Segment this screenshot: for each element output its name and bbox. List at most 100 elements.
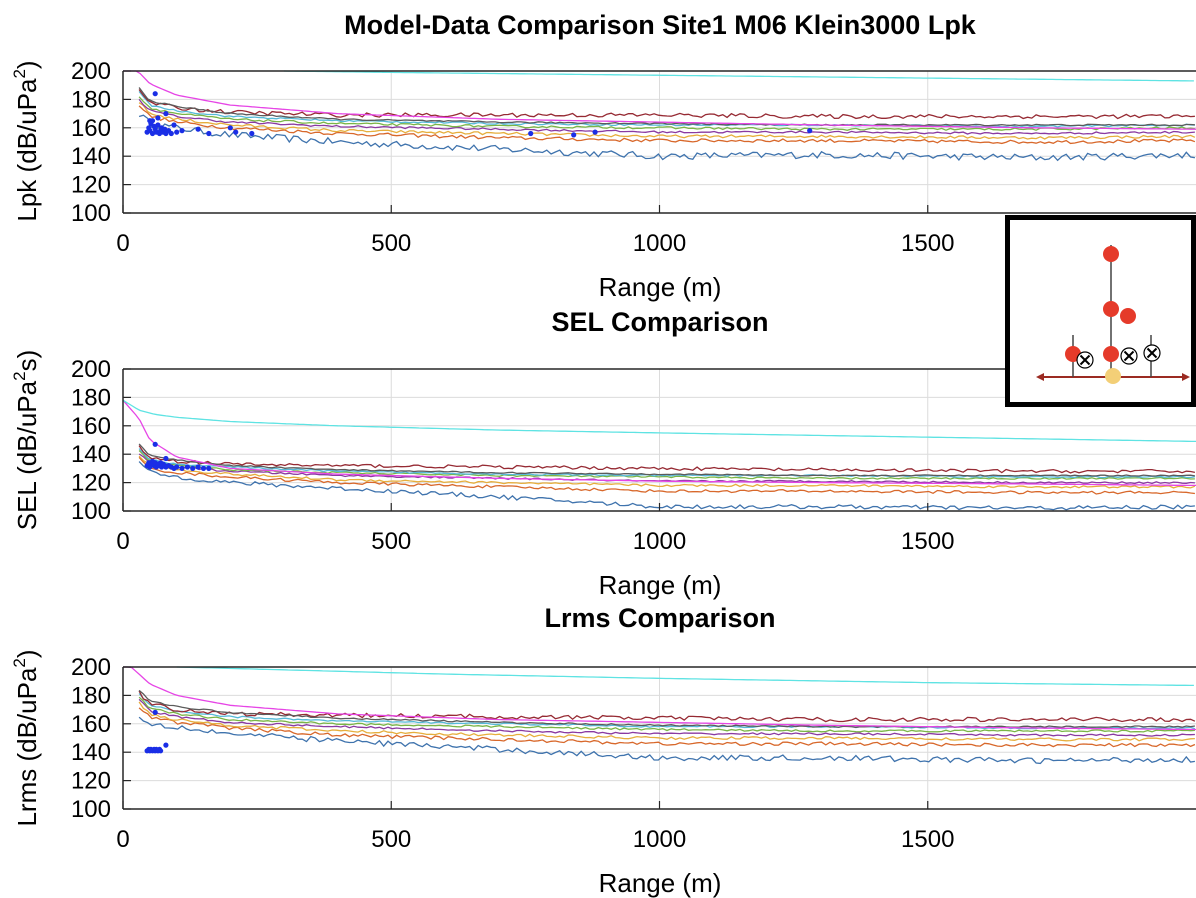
lpk-ytick-label-5: 200 (71, 58, 111, 85)
lpk-series-2 (138, 102, 1196, 140)
sel-data-point-24 (206, 465, 212, 471)
sel-xtick-label-0: 0 (116, 528, 129, 555)
inset-arrow-right (1182, 373, 1190, 381)
lrms-xlabel: Range (m) (599, 868, 722, 898)
lrms-series-7 (138, 689, 1195, 728)
sel-data-point-19 (179, 465, 185, 471)
lpk-xlabel: Range (m) (599, 272, 722, 302)
lrms-series-8 (123, 666, 1196, 731)
inset-sensor-top (1103, 246, 1119, 262)
sel-data-point-26 (163, 455, 169, 462)
sel-data-point-25 (152, 441, 158, 447)
inset-failed-sensor-1 (1076, 351, 1094, 369)
figure-title: Model-Data Comparison Site1 M06 Klein300… (344, 10, 977, 40)
sel-xtick-label-1: 500 (371, 528, 411, 555)
sel-xtick-label-2: 1000 (633, 528, 686, 555)
sel-series-0 (138, 461, 1195, 511)
lpk-data-point-16 (168, 130, 174, 137)
lpk-data-point-28 (149, 118, 156, 124)
inset-failed-sensor-3 (1143, 344, 1161, 362)
lpk-xtick-label-0: 0 (116, 230, 129, 257)
sel-ytick-label-0: 100 (71, 498, 111, 525)
sel-data-point-22 (195, 464, 201, 470)
sel-ytick-label-3: 160 (71, 413, 111, 440)
lpk-data-points (144, 91, 813, 138)
lrms-series-2 (138, 701, 1195, 742)
lrms-data-point-10 (158, 748, 164, 754)
inset-source (1105, 368, 1121, 384)
lrms-series-0 (138, 716, 1195, 765)
lpk-series-8 (123, 70, 1196, 130)
sel-series-8 (122, 399, 1196, 487)
sel-ylabel: SEL (dB/uPa2s) (10, 350, 42, 531)
sel-series-group (122, 399, 1196, 511)
lrms-ytick-label-4: 180 (71, 682, 111, 709)
lrms-series-group (123, 666, 1196, 765)
lpk-series-7 (138, 87, 1195, 127)
lpk-data-point-25 (152, 91, 158, 97)
lpk-ytick-label-0: 100 (71, 200, 111, 227)
lrms-ytick-label-2: 140 (71, 739, 111, 766)
lrms-panel: Lrms Comparison 0 500 1000 1500 100120140160… (10, 603, 1196, 898)
lrms-xtick-label-0: 0 (116, 826, 129, 853)
lpk-data-point-17 (171, 122, 177, 128)
sel-ytick-label-1: 120 (71, 470, 111, 497)
inset-failed-sensor-2 (1120, 347, 1138, 365)
lpk-axes (122, 70, 1196, 214)
lrms-xtick-label-1: 500 (371, 826, 411, 853)
lpk-ytick-label-1: 120 (71, 172, 111, 199)
lrms-series-3 (138, 698, 1195, 737)
lpk-ytick-label-2: 140 (71, 143, 111, 170)
sel-ytick-label-4: 180 (71, 384, 111, 411)
lpk-series-9 (283, 70, 1194, 82)
lpk-data-point-33 (807, 128, 813, 134)
sel-panel: SEL Comparison 0 500 1000 1500 1001201401601… (10, 307, 1196, 600)
lrms-series-4 (138, 696, 1195, 733)
sel-data-point-20 (184, 464, 190, 470)
sel-ytick-label-5: 200 (71, 356, 111, 383)
sel-title: SEL Comparison (551, 307, 768, 337)
lrms-xtick-label-3: 1500 (901, 826, 954, 853)
lpk-series-6 (138, 89, 1195, 120)
lpk-data-point-30 (528, 130, 534, 137)
lpk-data-point-31 (571, 132, 577, 138)
lrms-xtick-label-2: 1000 (633, 826, 686, 853)
inset-sensor-mid (1103, 301, 1119, 317)
lpk-data-point-8 (155, 122, 161, 128)
sel-series-5 (138, 448, 1196, 479)
lrms-data-points (144, 709, 169, 754)
inset-diagram (1036, 245, 1190, 384)
inset-sensor-mid-right (1120, 308, 1136, 324)
lrms-data-point-12 (152, 709, 158, 716)
lrms-ytick-label-0: 100 (71, 796, 111, 823)
lrms-title: Lrms Comparison (544, 603, 775, 633)
inset-arrow-left (1036, 373, 1044, 381)
sel-series-6 (138, 445, 1196, 474)
lpk-data-point-26 (163, 111, 169, 117)
lrms-series-5 (138, 693, 1196, 730)
lrms-series-9 (176, 666, 1194, 687)
sel-data-point-23 (200, 465, 207, 471)
sel-data-points (144, 441, 212, 471)
sel-xtick-label-3: 1500 (901, 528, 954, 555)
lpk-data-point-29 (155, 115, 161, 121)
lrms-ytick-label-3: 160 (71, 711, 111, 738)
lpk-data-point-22 (227, 125, 233, 131)
lpk-xtick-label-3: 1500 (901, 230, 954, 257)
lrms-series-1 (138, 707, 1196, 748)
lpk-data-point-21 (206, 130, 212, 137)
lrms-grid (123, 667, 1196, 809)
lpk-ytick-label-4: 180 (71, 86, 111, 113)
sel-series-3 (138, 453, 1195, 485)
lpk-series-0 (138, 114, 1196, 162)
lpk-data-point-23 (233, 129, 239, 135)
lpk-data-point-24 (249, 130, 255, 137)
lpk-data-point-18 (174, 129, 180, 135)
lpk-data-point-20 (195, 126, 201, 132)
sel-xlabel: Range (m) (599, 570, 722, 600)
